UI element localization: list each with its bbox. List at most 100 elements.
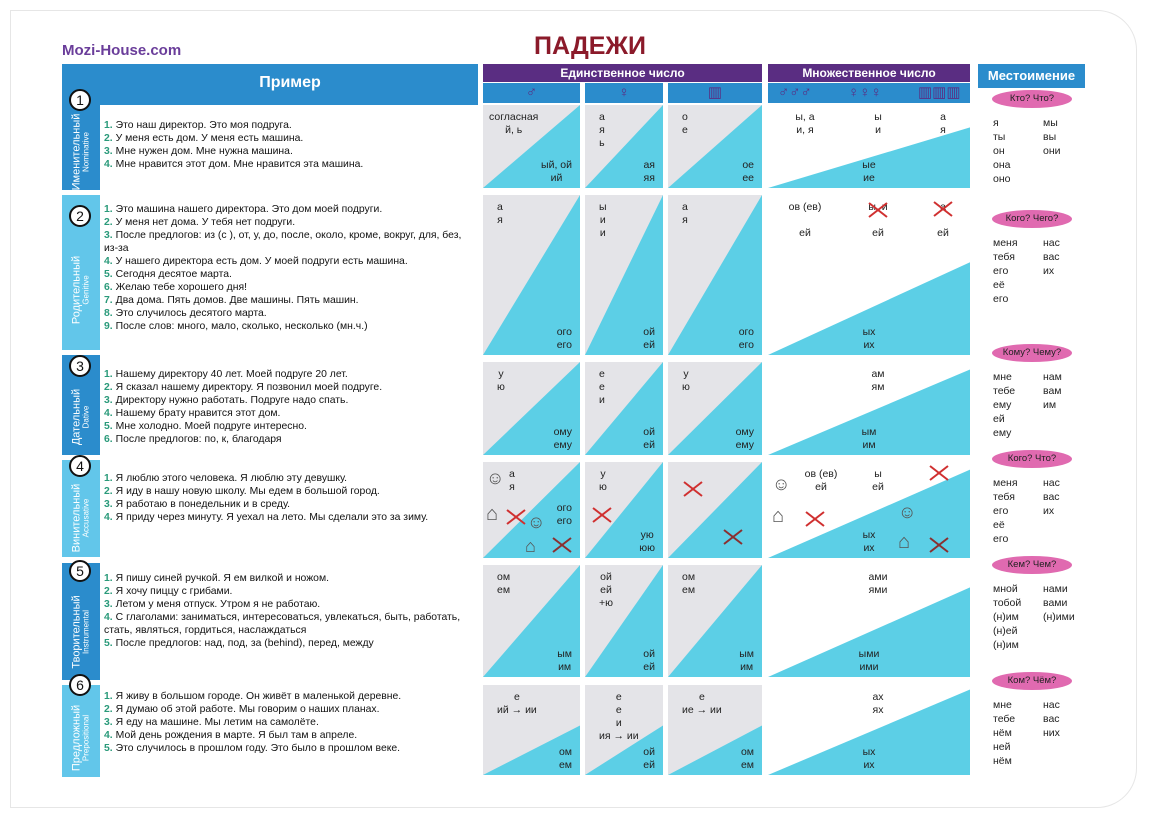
plural-ending-bottom: ых их (862, 746, 876, 771)
ending-bottom: ым им (739, 648, 754, 673)
pronoun: нас (1043, 699, 1060, 711)
ending-bottom: ое ее (742, 159, 754, 184)
ending-top: е е и ия → ии (599, 691, 639, 742)
ending-top: а я (509, 468, 515, 493)
example-line: 3. Летом у меня отпуск. Утром я не работа… (104, 598, 476, 611)
example-text: Мне нравится этот дом. Мне нравится эта … (115, 159, 364, 170)
case-name-english: Dative (81, 405, 91, 429)
example-number: 2. (104, 133, 113, 144)
ending-top: а я (497, 201, 503, 226)
case-label-zone: Родительный Genitive (62, 229, 100, 350)
pronoun-question: Кого? Что? (992, 450, 1072, 468)
example-line: 2. Я думаю об этой работе. Мы говорим о н… (104, 703, 476, 716)
pronoun: оно (993, 173, 1011, 185)
example-text: Нашему брату нравится этот дом. (115, 408, 281, 419)
pronoun: мне (993, 371, 1012, 383)
singular-ending-cell (668, 462, 762, 558)
pronouns-plural: мы вы они (1043, 116, 1061, 158)
pronoun: мне (993, 699, 1012, 711)
case-number: 5 (69, 560, 91, 582)
ending-top: ом ем (497, 571, 511, 596)
house-icon: ⌂ (525, 536, 536, 556)
singular-ending-cell: о е ое ее (668, 105, 762, 188)
ending-bottom: ый, ой ий (541, 159, 572, 184)
pronoun: его (993, 505, 1009, 517)
example-line: 5. После предлогов: над, под, за (behind)… (104, 637, 476, 650)
ending-top: ом ем (682, 571, 696, 596)
ending-triangle (668, 462, 762, 558)
plural-ending-cell: ах ях ых их (768, 685, 970, 775)
pronoun: нам (1043, 371, 1062, 383)
examples-header: Пример (62, 64, 478, 105)
example-text: После слов: много, мало, сколько, нескол… (115, 321, 368, 332)
plural-ending-bottom: ых их (862, 529, 876, 554)
examples-list: 1. Я люблю этого человека. Я люблю эту де… (104, 472, 476, 524)
case-label-zone: Дательный Dative (62, 379, 100, 455)
pronoun: (н)им (993, 639, 1019, 651)
ending-bottom: ой ей (643, 746, 655, 771)
example-line: 4. Мне нравится этот дом. Мне нравится эт… (104, 158, 476, 171)
cross-icon (505, 508, 527, 526)
example-line: 5. Сегодня десятое марта. (104, 268, 476, 281)
singular-ending-cell: у ю ую юю (585, 462, 663, 558)
example-line: 2. У меня нет дома. У тебя нет подруги. (104, 216, 476, 229)
singular-ending-cell: ом ем ым им (668, 565, 762, 677)
example-line: 5. Мне холодно. Моей подруге интересно. (104, 420, 476, 433)
example-line: 3. После предлогов: из (с ), от, у, до, п… (104, 229, 476, 255)
example-text: У меня есть дом. У меня есть машина. (115, 133, 304, 144)
example-text: С глаголами: заниматься, интересоваться,… (104, 612, 461, 636)
singular-ending-cell: согласная й, ь ый, ой ий (483, 105, 580, 188)
pronoun: мной (993, 583, 1018, 595)
ending-triangle (585, 565, 663, 677)
pronoun: них (1043, 727, 1060, 739)
pronoun: тебя (993, 251, 1015, 263)
plural-ending-top: ы и (874, 111, 882, 136)
case-number: 4 (69, 455, 91, 477)
case-label: Предложный Prepositional (71, 704, 92, 770)
pronoun-header: Местоимение (978, 64, 1085, 88)
ending-top: у ю (599, 468, 607, 493)
pronoun: она (993, 159, 1011, 171)
case-label: Творительный Instrumental (71, 595, 92, 668)
examples-list: 1. Это наш директор. Это моя подруга. 2. У … (104, 119, 476, 171)
plural-masculine-icon: ♂♂♂ (778, 84, 812, 101)
plural-feminine-icon: ♀♀♀ (848, 84, 882, 101)
pronouns-plural: нас вас их (1043, 476, 1060, 518)
brand-logo: Mozi-House.com (62, 42, 182, 59)
case-label: Родительный Genitive (71, 255, 92, 323)
example-line: 2. Я хочу пиццу с грибами. (104, 585, 476, 598)
pronoun: их (1043, 265, 1055, 277)
cross-icon (682, 480, 704, 498)
example-number: 1. (104, 473, 113, 484)
example-number: 4. (104, 612, 113, 623)
ending-bottom: ая яя (643, 159, 655, 184)
example-text: Это случилось десятого марта. (115, 308, 267, 319)
plural-ending-top: ов (ев) ей (788, 201, 822, 239)
case-label: Винительный Accusative (71, 484, 92, 553)
example-text: Желаю тебе хорошего дня! (115, 282, 247, 293)
singular-ending-cell: а я ого его (483, 195, 580, 355)
ending-triangle (483, 362, 580, 455)
ending-wedge (768, 689, 970, 775)
ending-bottom: ым им (557, 648, 572, 673)
pronoun: они (1043, 145, 1061, 157)
ending-bottom: ую юю (639, 529, 655, 554)
case-label-strip: Именительный Nominative (62, 105, 100, 190)
example-line: 5. Это случилось в прошлом году. Это было… (104, 742, 476, 755)
example-line: 4. Мой день рождения в марте. Я был там в… (104, 729, 476, 742)
singular-ending-cell: е ий → ии ом ем (483, 685, 580, 775)
pronoun: им (1043, 399, 1057, 411)
example-text: Два дома. Пять домов. Две машины. Пять м… (115, 295, 359, 306)
ending-wedge (768, 587, 970, 677)
ending-top: согласная й, ь (489, 111, 539, 136)
ending-top: а я (682, 201, 688, 226)
plural-ending-cell: ам ям ым им (768, 362, 970, 455)
singular-ending-cell: ы и и ой ей (585, 195, 663, 355)
pronoun-question: Ком? Чём? (992, 672, 1072, 690)
example-text: Это наш директор. Это моя подруга. (115, 120, 292, 131)
smiley-icon: ☺ (898, 502, 917, 522)
pronoun: ты (993, 131, 1006, 143)
neuter-icon: ▥ (668, 83, 762, 103)
pronouns-plural: нами вами (н)ими (1043, 582, 1075, 624)
